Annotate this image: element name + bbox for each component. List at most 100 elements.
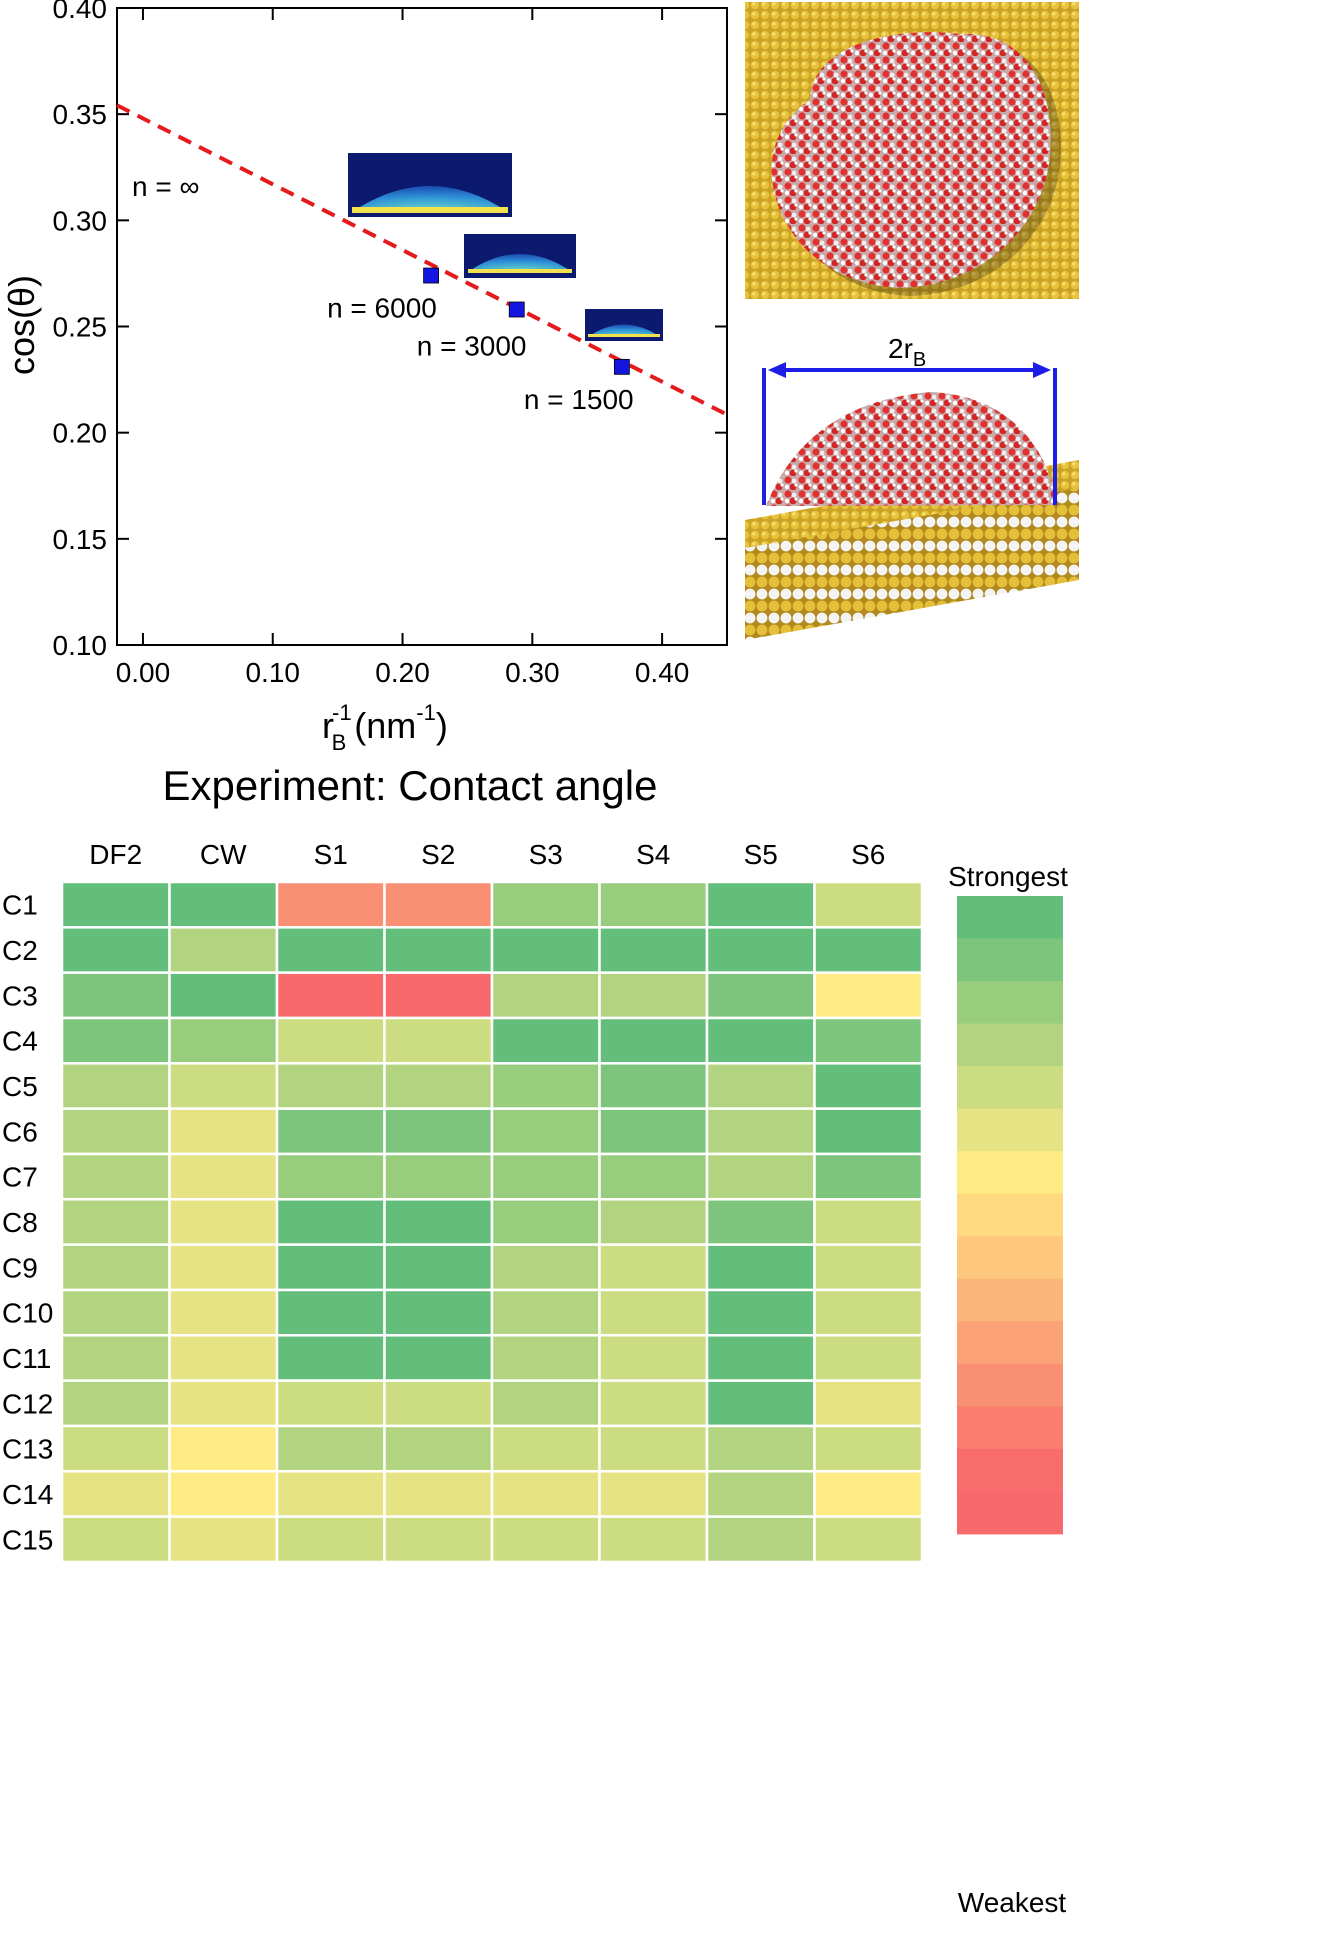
heatmap-cell	[598, 1515, 709, 1564]
heatmap-cell	[275, 1107, 386, 1156]
heatmap-cell	[168, 1107, 279, 1156]
colorbar-top-label: Strongest	[948, 861, 1068, 892]
column-label: S4	[636, 839, 670, 870]
heatmap-cell	[705, 1288, 816, 1337]
colorbar-swatch	[957, 1278, 1063, 1322]
fit-line	[116, 103, 728, 417]
x-tick-label: 0.40	[635, 657, 690, 688]
colorbar-swatch	[957, 1193, 1063, 1237]
heatmap-cell	[168, 1062, 279, 1110]
row-label: C12	[2, 1388, 53, 1419]
colorbar-swatch	[957, 1023, 1063, 1067]
heatmap-cell	[60, 1515, 171, 1564]
column-label: DF2	[89, 839, 142, 870]
heatmap-cell	[383, 1470, 494, 1518]
heatmap-cell	[598, 1152, 709, 1201]
heatmap-cell	[705, 1424, 816, 1473]
heatmap-cell	[705, 1198, 816, 1246]
y-tick-label: 0.10	[53, 630, 108, 661]
heatmap-cell	[705, 1470, 816, 1518]
heatmap-cell	[168, 1379, 279, 1428]
colorbar-swatch	[957, 1066, 1063, 1110]
heatmap-cell	[60, 1152, 171, 1201]
heatmap-cell	[168, 971, 279, 1020]
y-tick-label: 0.35	[53, 99, 108, 130]
heatmap-cell	[705, 1016, 816, 1065]
heatmap-cell	[383, 1062, 494, 1110]
heatmap-cell	[813, 1107, 924, 1156]
heatmap-cell	[598, 1198, 709, 1246]
colorbar-swatch	[957, 1236, 1063, 1280]
heatmap-cell	[813, 1062, 924, 1110]
x-axis: 0.00 0.10 0.20 0.30 0.40	[116, 8, 690, 688]
heatmap-cell	[705, 1107, 816, 1156]
heatmap-cell	[598, 926, 709, 974]
heatmap-cell	[168, 1334, 279, 1382]
heatmap-cell	[490, 1334, 601, 1382]
colorbar-swatch	[957, 896, 1063, 939]
infinity-annotation: n = ∞	[132, 171, 199, 202]
colorbar-swatch	[957, 1108, 1063, 1152]
heatmap-cell	[705, 971, 816, 1020]
heatmap-cell	[705, 1515, 816, 1564]
heatmap-cell	[60, 1198, 171, 1246]
heatmap-cell	[275, 1515, 386, 1564]
heatmap-cell	[60, 1334, 171, 1382]
heatmap-cell	[168, 1515, 279, 1564]
heatmap-cell	[705, 1062, 816, 1110]
heatmap-cell	[813, 1243, 924, 1292]
heatmap-cell	[383, 1152, 494, 1201]
heatmap-cell	[60, 880, 171, 929]
colorbar-swatch	[957, 1321, 1063, 1365]
x-tick-label: 0.00	[116, 657, 171, 688]
heatmap-cell	[275, 926, 386, 974]
heatmap-cell	[813, 880, 924, 929]
heatmap-cell	[598, 1379, 709, 1428]
heatmap-cell	[60, 1016, 171, 1065]
x-axis-label: r-1 B (nm-1)	[322, 700, 448, 755]
heatmap-cell	[813, 1334, 924, 1382]
column-label: S2	[421, 839, 455, 870]
point-label: n = 6000	[327, 293, 437, 324]
colorbar-swatch	[957, 1151, 1063, 1195]
row-label: C3	[2, 980, 38, 1011]
heatmap-cell	[60, 971, 171, 1020]
heatmap-cell	[383, 971, 494, 1020]
heatmap-cell	[598, 971, 709, 1020]
heatmap-cell	[383, 1379, 494, 1428]
heatmap-cell	[168, 1152, 279, 1201]
x-tick-label: 0.10	[245, 657, 300, 688]
x-tick-label: 0.20	[375, 657, 430, 688]
column-label: S1	[314, 839, 348, 870]
point-label: n = 1500	[524, 384, 634, 415]
row-label: C8	[2, 1207, 38, 1238]
colorbar-swatch	[957, 938, 1063, 982]
colorbar: Strongest Weakest	[948, 861, 1068, 1918]
heatmap-cell	[490, 1107, 601, 1156]
heatmap-cell	[168, 1243, 279, 1292]
heatmap-cell	[705, 880, 816, 929]
heatmap-cell	[813, 1470, 924, 1518]
heatmap-cell	[168, 926, 279, 974]
row-label: C13	[2, 1434, 53, 1465]
scatter-plot: 0.10 0.15 0.20 0.25 0.30 0.35 0.40 0.00 0.10 0.2…	[1, 0, 728, 755]
heatmap-cell	[490, 1198, 601, 1246]
heatmap-cell	[598, 1424, 709, 1473]
heatmap-cell	[383, 1016, 494, 1065]
heatmap-cell	[60, 1243, 171, 1292]
heatmap-cell	[275, 1288, 386, 1337]
heatmap-cell	[383, 880, 494, 929]
heatmap-cell	[275, 1016, 386, 1065]
heatmap-cells	[60, 880, 924, 1564]
column-label: S6	[851, 839, 885, 870]
heatmap-cell	[705, 1243, 816, 1292]
heatmap-cell	[275, 1062, 386, 1110]
heatmap-cell	[383, 1424, 494, 1473]
colorbar-swatch	[957, 1406, 1063, 1450]
heatmap-cell	[275, 1334, 386, 1382]
heatmap: Experiment: Contact angle DF2 CW S1 S2 S3 S4 S…	[2, 762, 924, 1564]
heatmap-cell	[490, 926, 601, 974]
heatmap-cell	[275, 880, 386, 929]
row-label: C11	[2, 1343, 51, 1374]
